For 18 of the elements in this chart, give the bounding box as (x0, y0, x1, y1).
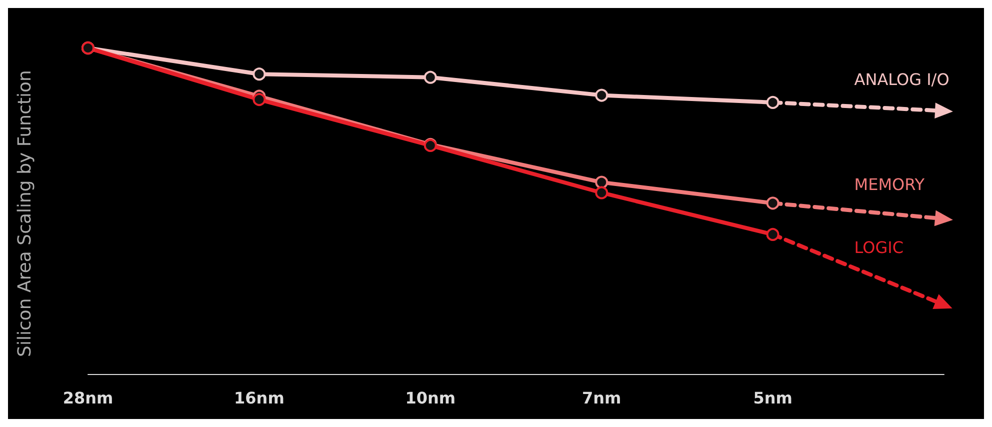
text: ANALOG I/O (854, 70, 950, 89)
point (595, 88, 608, 102)
point (595, 186, 608, 200)
text: MEMORY (854, 174, 925, 194)
y-axis-title: Silicon Area Scaling by Function (14, 70, 36, 357)
point (766, 96, 780, 109)
point (766, 228, 780, 241)
x-tick-label: 5nm (753, 388, 792, 408)
point (252, 93, 266, 106)
point (766, 196, 780, 210)
x-tick-label: 10nm (405, 388, 456, 408)
text: LOGIC (854, 238, 904, 258)
x-tick-label: 28nm (62, 388, 114, 408)
point (424, 70, 437, 84)
point (595, 176, 608, 189)
point (252, 68, 266, 81)
x-tick-label: 7nm (582, 388, 622, 408)
x-tick-label: 16nm (234, 388, 284, 408)
